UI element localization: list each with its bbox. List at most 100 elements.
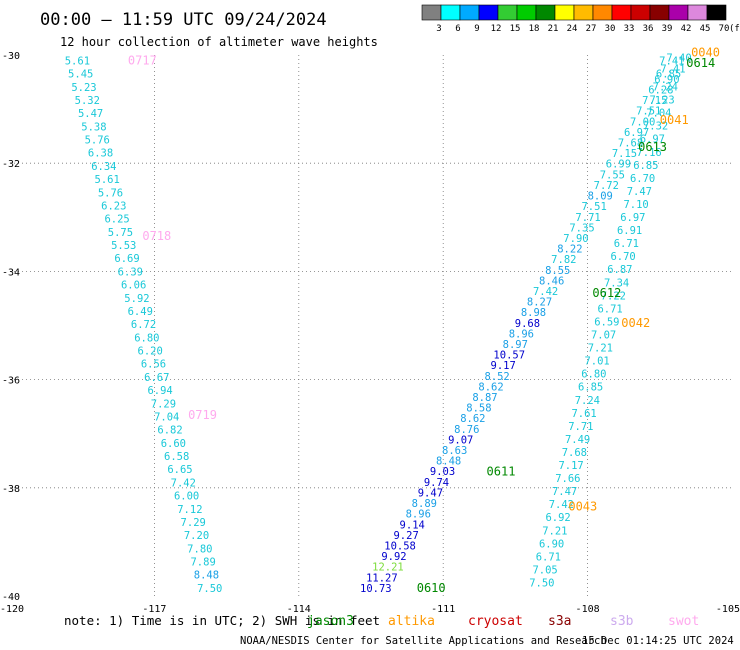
wave-height-value: 7.50 <box>529 577 554 589</box>
wave-height-value: 6.25 <box>104 214 129 226</box>
x-tick-label: -111 <box>431 604 455 615</box>
wave-height-value: 8.48 <box>194 570 219 582</box>
wave-height-value: 7.51 <box>581 201 606 213</box>
wave-height-value: 7.24 <box>575 395 600 407</box>
colorbar-tick-label: 9 <box>474 24 479 34</box>
y-tick-label: -30 <box>2 51 20 62</box>
satellite-legend-altika: altika <box>388 614 435 629</box>
wave-height-value: 7.41 <box>659 55 684 67</box>
colorbar-tick-label: 36 <box>643 24 654 34</box>
colorbar-tick-label: 70 <box>719 24 730 34</box>
wave-height-value: 6.90 <box>654 74 679 86</box>
footer-note: note: 1) Time is in UTC; 2) SWH is in fe… <box>64 613 380 628</box>
wave-height-value: 5.47 <box>78 108 103 120</box>
satellite-legend-swot: swot <box>668 614 699 629</box>
x-tick-label: -108 <box>576 604 600 615</box>
pass-number-label: 0040 <box>691 45 720 59</box>
wave-height-value: 6.69 <box>114 253 139 265</box>
wave-height-value: 7.34 <box>604 277 629 289</box>
colorbar-tick-label: 6 <box>455 24 460 34</box>
satellite-legend-s3b: s3b <box>610 614 634 629</box>
satellite-legend-cryosat: cryosat <box>468 614 523 629</box>
footer-timestamp: 15 Dec 01:14:25 UTC 2024 <box>582 635 734 647</box>
wave-height-value: 7.16 <box>636 147 661 159</box>
wave-height-value: 8.62 <box>460 413 485 425</box>
wave-height-value: 6.92 <box>545 512 570 524</box>
wave-height-value: 6.91 <box>617 225 642 237</box>
wave-height-value: 9.74 <box>424 477 449 489</box>
pass-number-label: 0612 <box>592 286 621 300</box>
colorbar-tick-label: 15 <box>510 24 521 34</box>
wave-height-value: 6.72 <box>131 319 156 331</box>
wave-height-value: 6.82 <box>157 425 182 437</box>
wave-height-value: 7.71 <box>568 421 593 433</box>
grid-lines <box>10 55 732 596</box>
wave-height-value: 7.66 <box>555 473 580 485</box>
wave-height-value: 6.85 <box>633 160 658 172</box>
wave-height-value: 6.38 <box>88 148 113 160</box>
colorbar-swatch <box>592 4 613 21</box>
wave-height-value: 8.76 <box>454 424 479 436</box>
wave-height-value: 7.20 <box>184 530 209 542</box>
wave-height-value: 8.62 <box>478 381 503 393</box>
wave-height-value: 9.17 <box>491 360 516 372</box>
wave-height-tracks: 5.615.455.235.325.475.385.766.386.345.61… <box>65 53 692 595</box>
colorbar-swatch <box>535 4 556 21</box>
wave-height-value: 7.21 <box>542 525 567 537</box>
wave-height-value: 6.87 <box>607 264 632 276</box>
wave-height-value: 9.07 <box>448 434 473 446</box>
wave-height-value: 5.32 <box>75 95 100 107</box>
wave-height-value: 10.73 <box>360 583 392 595</box>
wave-height-value: 6.99 <box>606 159 631 171</box>
colorbar-swatch <box>459 4 480 21</box>
colorbar-tick-label: 30 <box>605 24 616 34</box>
satellite-legend: jason3 altika cryosat s3a s3b swot <box>307 614 699 629</box>
colorbar-tick-label: 3 <box>436 24 441 34</box>
wave-height-value: 7.42 <box>549 499 574 511</box>
footer-credit: NOAA/NESDIS Center for Satellite Applica… <box>240 635 607 647</box>
x-tick-label: -117 <box>142 604 166 615</box>
wave-height-value: 6.00 <box>174 491 199 503</box>
wave-height-value: 8.97 <box>503 339 528 351</box>
wave-height-value: 7.12 <box>177 504 202 516</box>
wave-height-value: 5.61 <box>65 55 90 67</box>
colorbar-swatch <box>687 4 708 21</box>
axis-ticks: -30 -32 -34 -36 -38 -40-120 -117 -114 -111 -108 -1… <box>0 51 740 615</box>
wave-height-value: 5.61 <box>95 174 120 186</box>
colorbar-tick-label: (ft) <box>729 24 740 34</box>
pass-number-label: 0719 <box>188 408 217 422</box>
wave-height-value: 6.06 <box>121 280 146 292</box>
y-tick-label: -40 <box>2 592 20 603</box>
wave-height-value: 7.32 <box>643 121 668 133</box>
wave-height-value: 7.04 <box>154 411 179 423</box>
wave-height-value: 6.80 <box>581 369 606 381</box>
wave-height-value: 6.71 <box>597 303 622 315</box>
colorbar-swatch <box>649 4 670 21</box>
wave-height-value: 7.00 <box>630 116 655 128</box>
wave-height-value: 6.90 <box>539 538 564 550</box>
wave-height-value: 6.59 <box>594 316 619 328</box>
wave-height-value: 9.14 <box>400 519 425 531</box>
wave-height-value: 6.23 <box>101 200 126 212</box>
wave-height-value: 9.27 <box>393 530 418 542</box>
colorbar-tick-label: 27 <box>586 24 597 34</box>
wave-height-value: 6.94 <box>147 385 172 397</box>
wave-height-value: 6.85 <box>578 382 603 394</box>
wave-height-value: 7.10 <box>623 199 648 211</box>
wave-height-value: 6.67 <box>144 372 169 384</box>
wave-height-value: 9.03 <box>430 466 455 478</box>
colorbar-swatch <box>554 4 575 21</box>
wave-height-value: 7.15 <box>612 148 637 160</box>
wave-height-value: 6.28 <box>648 85 673 97</box>
wave-height-value: 6.65 <box>167 464 192 476</box>
wave-height-value: 8.22 <box>557 244 582 256</box>
satellite-legend-s3a: s3a <box>548 614 571 629</box>
wave-height-value: 8.63 <box>442 445 467 457</box>
wave-height-value: 5.38 <box>81 121 106 133</box>
wave-height-value: 7.47 <box>627 186 652 198</box>
wave-height-value: 9.92 <box>381 551 406 563</box>
pass-number-label: 0042 <box>621 316 650 330</box>
wave-height-value: 6.60 <box>161 438 186 450</box>
colorbar-tick-label: 45 <box>700 24 711 34</box>
